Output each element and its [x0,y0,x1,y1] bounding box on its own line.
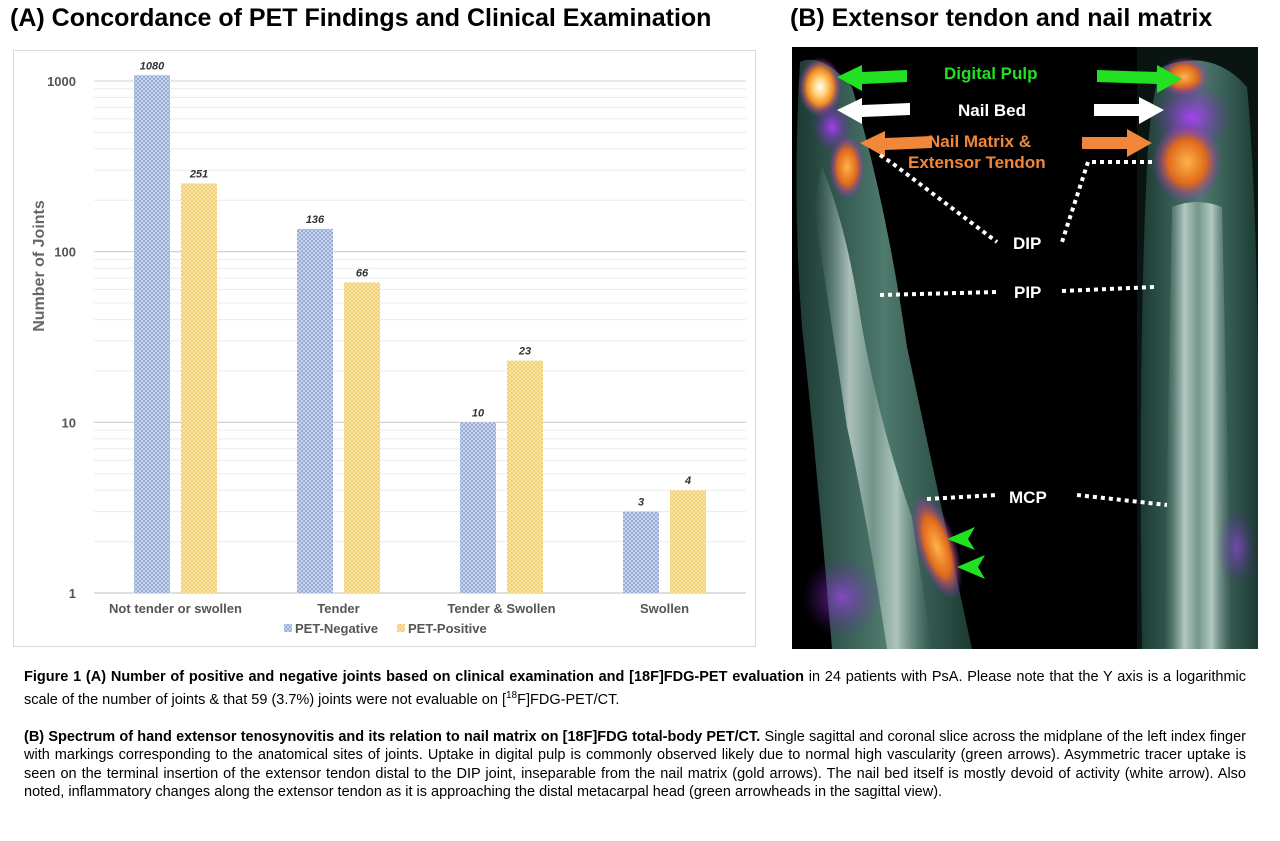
data-label: 66 [356,267,369,279]
y-tick-label: 100 [54,245,76,260]
label-nail-matrix: Nail Matrix & [928,132,1031,151]
y-tick-label: 1000 [47,74,76,89]
label-mcp: MCP [1009,488,1047,507]
label-nail-bed: Nail Bed [958,101,1027,120]
pet-ct-finger-image: Digital Pulp Nail Bed Nail Matrix & Exte… [792,47,1258,649]
label-extensor-tendon: Extensor Tendon [908,153,1046,172]
pet-ct-scan-illustration [796,47,1258,649]
data-label: 3 [638,497,644,509]
label-pip: PIP [1014,283,1042,302]
panel-b-title: (B) Extensor tendon and nail matrix [790,4,1213,32]
bar-pet-negative [623,511,659,593]
bar-pet-positive [181,183,217,593]
legend-swatch-pet-negative [284,624,292,632]
data-label: 136 [306,214,325,226]
y-tick-label: 10 [62,415,76,430]
data-label: 4 [684,475,691,487]
x-tick-label: Swollen [640,601,689,616]
legend-label: PET-Positive [408,621,487,636]
legend-label: PET-Negative [295,621,378,636]
y-axis-label: Number of Joints [31,200,48,332]
green-arrow-left-icon [837,65,907,91]
data-label: 23 [518,346,531,358]
figure-caption: Figure 1 (A) Number of positive and nega… [24,668,1246,821]
y-tick-label: 1 [69,586,76,601]
bar-pet-negative [297,228,333,593]
orange-arrow-left-icon [860,131,932,157]
caption-a-text2: F]FDG-PET/CT. [517,691,620,708]
data-label: 251 [189,168,208,180]
caption-a: Figure 1 (A) Number of positive and nega… [24,668,1246,709]
white-arrow-left-icon [837,98,910,124]
bar-pet-positive [507,360,543,593]
x-tick-label: Not tender or swollen [109,601,242,616]
bar-chart: 1 10 100 1000 1080 251 Not tender or swollen 1… [31,60,746,636]
bar-pet-positive [344,282,380,593]
green-arrow-right-icon [1097,65,1182,93]
bar-pet-positive [670,490,706,593]
label-digital-pulp: Digital Pulp [944,64,1038,83]
green-arrowhead-1-icon [947,527,975,550]
x-tick-label: Tender & Swollen [447,601,555,616]
x-tick-label: Tender [317,601,359,616]
label-dip: DIP [1013,234,1042,253]
caption-b: (B) Spectrum of hand extensor tenosynovi… [24,728,1246,802]
data-label: 1080 [140,60,165,72]
joint-marker-lines [878,153,1168,507]
caption-a-sup: 18 [506,689,518,701]
panel-a-title: (A) Concordance of PET Findings and Clin… [10,4,712,32]
bar-pet-negative [134,75,170,594]
bar-chart-frame: 1 10 100 1000 1080 251 Not tender or swollen 1… [13,50,756,647]
caption-a-text1: in 24 patients with PsA. Please note tha… [24,669,1246,708]
white-arrow-right-icon [1094,97,1164,124]
orange-arrow-right-icon [1082,129,1152,157]
caption-b-text: Single sagittal and coronal slice across… [24,728,1246,801]
caption-b-bold: (B) Spectrum of hand extensor tenosynovi… [24,728,761,745]
data-label: 10 [472,407,485,419]
caption-a-bold: Figure 1 (A) Number of positive and nega… [24,669,804,685]
legend-swatch-pet-positive [397,624,405,632]
green-arrowhead-2-icon [957,555,985,579]
bar-pet-negative [460,422,496,593]
